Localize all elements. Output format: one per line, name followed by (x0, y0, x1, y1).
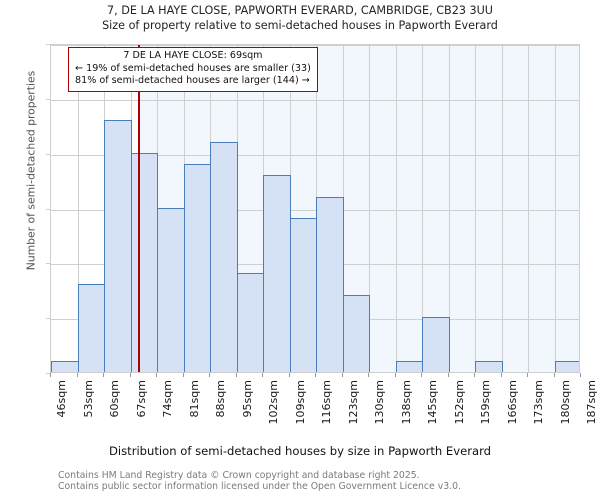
y-axis-label: Number of semi-detached properties (24, 70, 38, 271)
x-tick-mark-81sqm (183, 373, 184, 377)
x-tick-mark-130sqm (368, 373, 369, 377)
bar-145sqm-5 (422, 317, 450, 372)
bar-67sqm-20 (131, 152, 158, 372)
y-tick-mark-15 (46, 208, 50, 210)
x-tick-label-102sqm: 102sqm (267, 380, 280, 425)
bar-95sqm-9 (237, 273, 264, 372)
x-tick-mark-152sqm (448, 373, 449, 377)
gridline-x-19 (555, 45, 556, 372)
x-axis-label: Distribution of semi-detached houses by … (108, 444, 492, 458)
x-tick-mark-166sqm (501, 373, 502, 377)
x-tick-label-138sqm: 138sqm (400, 380, 413, 425)
x-tick-mark-46sqm (50, 373, 51, 377)
x-tick-mark-180sqm (554, 373, 555, 377)
bar-53sqm-8 (78, 284, 105, 372)
bar-159sqm-1 (475, 361, 503, 372)
x-tick-mark-123sqm (342, 373, 343, 377)
gridline-x-1 (78, 45, 79, 372)
x-tick-mark-102sqm (262, 373, 263, 377)
y-tick-mark-0 (46, 373, 50, 374)
bar-88sqm-21 (210, 141, 238, 372)
x-tick-label-187sqm: 187sqm (585, 380, 598, 425)
gridline-y-30 (51, 45, 579, 46)
x-tick-mark-88sqm (209, 373, 210, 377)
x-tick-mark-95sqm (236, 373, 237, 377)
gridline-x-12 (369, 45, 370, 372)
bar-123sqm-7 (343, 295, 370, 372)
x-tick-label-166sqm: 166sqm (506, 380, 519, 425)
x-tick-label-46sqm: 46sqm (55, 380, 68, 418)
x-tick-mark-67sqm (130, 373, 131, 377)
x-tick-label-88sqm: 88sqm (214, 380, 227, 418)
callout-smaller-text: ← 19% of semi-detached houses are smalle… (75, 62, 311, 74)
x-tick-label-60sqm: 60sqm (108, 380, 121, 418)
x-tick-mark-74sqm (156, 373, 157, 377)
gridline-y-25 (51, 99, 579, 101)
bar-102sqm-18 (263, 174, 291, 372)
subject-property-marker-line (138, 45, 140, 372)
x-tick-label-81sqm: 81sqm (188, 380, 201, 418)
x-tick-mark-109sqm (289, 373, 290, 377)
attribution-footer: Contains HM Land Registry data © Crown c… (58, 470, 461, 492)
x-tick-mark-173sqm (527, 373, 528, 377)
bar-180sqm-1 (555, 361, 579, 372)
x-tick-mark-187sqm (580, 373, 581, 377)
plot-area: 7 DE LA HAYE CLOSE: 69sqm ← 19% of semi-… (50, 44, 580, 373)
chart-title-block: 7, DE LA HAYE CLOSE, PAPWORTH EVERARD, C… (0, 0, 600, 33)
x-tick-label-123sqm: 123sqm (347, 380, 360, 425)
x-tick-mark-138sqm (395, 373, 396, 377)
bar-46sqm-1 (51, 361, 79, 372)
gridline-x-15 (449, 45, 450, 372)
chart-title-secondary: Size of property relative to semi-detach… (102, 19, 498, 32)
gridline-x-17 (502, 45, 503, 372)
callout-larger-text: 81% of semi-detached houses are larger (… (75, 75, 310, 86)
x-tick-label-145sqm: 145sqm (426, 380, 439, 425)
y-tick-mark-20 (46, 153, 50, 155)
x-tick-mark-145sqm (421, 373, 422, 377)
bar-74sqm-15 (157, 207, 185, 372)
y-tick-mark-10 (46, 263, 50, 265)
gridline-x-18 (528, 45, 529, 372)
callout-title: 7 DE LA HAYE CLOSE: 69sqm (123, 50, 263, 61)
x-tick-label-67sqm: 67sqm (135, 380, 148, 418)
bar-138sqm-1 (396, 361, 423, 372)
attribution-line-1: Contains HM Land Registry data © Crown c… (58, 470, 420, 481)
gridline-x-16 (475, 45, 476, 372)
x-tick-label-74sqm: 74sqm (161, 380, 174, 418)
bar-81sqm-19 (184, 163, 211, 372)
attribution-line-2: Contains public sector information licen… (58, 481, 461, 492)
gridline-x-14 (422, 45, 423, 372)
gridline-y-15 (51, 209, 579, 211)
x-tick-label-95sqm: 95sqm (241, 380, 254, 418)
x-tick-label-130sqm: 130sqm (373, 380, 386, 425)
x-tick-mark-116sqm (315, 373, 316, 377)
y-tick-mark-25 (46, 98, 50, 100)
x-tick-label-109sqm: 109sqm (294, 380, 307, 425)
x-tick-mark-60sqm (103, 373, 104, 377)
x-tick-label-116sqm: 116sqm (320, 380, 333, 425)
chart-title-primary: 7, DE LA HAYE CLOSE, PAPWORTH EVERARD, C… (107, 4, 493, 17)
bar-109sqm-14 (290, 218, 317, 372)
x-tick-label-159sqm: 159sqm (479, 380, 492, 425)
subject-property-callout: 7 DE LA HAYE CLOSE: 69sqm ← 19% of semi-… (68, 47, 318, 92)
x-tick-label-173sqm: 173sqm (532, 380, 545, 425)
y-tick-mark-5 (46, 318, 50, 320)
x-tick-mark-53sqm (77, 373, 78, 377)
bar-60sqm-23 (104, 119, 132, 372)
x-tick-label-180sqm: 180sqm (559, 380, 572, 425)
gridline-y-20 (51, 154, 579, 156)
bar-116sqm-16 (316, 196, 344, 372)
y-tick-mark-30 (46, 44, 50, 45)
x-tick-mark-159sqm (474, 373, 475, 377)
x-tick-label-53sqm: 53sqm (82, 380, 95, 418)
gridline-x-13 (396, 45, 397, 372)
x-tick-label-152sqm: 152sqm (453, 380, 466, 425)
